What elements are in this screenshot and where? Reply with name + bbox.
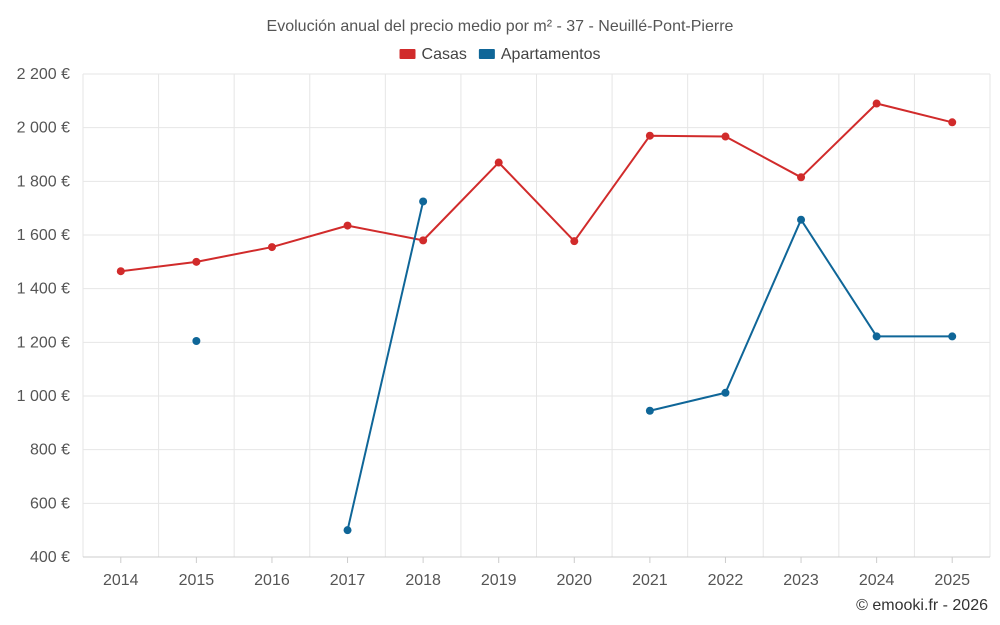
- x-tick-label: 2022: [708, 572, 744, 589]
- data-point[interactable]: [343, 221, 352, 230]
- y-tick-label: 600 €: [30, 495, 70, 512]
- data-point[interactable]: [116, 267, 125, 276]
- legend[interactable]: Casas Apartamentos: [399, 46, 601, 63]
- y-tick-label: 1 800 €: [17, 173, 70, 190]
- series-casas: [116, 99, 957, 276]
- y-tick-label: 1 200 €: [17, 334, 70, 351]
- data-point[interactable]: [797, 215, 806, 224]
- x-tick-label: 2020: [556, 572, 592, 589]
- x-tick-label: 2018: [405, 572, 441, 589]
- y-tick-label: 800 €: [30, 442, 70, 459]
- axes: 400 € 600 € 800 € 1 000 € 1 200 € 1 400 € 1 60…: [17, 66, 990, 589]
- legend-label: Casas: [422, 46, 467, 63]
- data-point[interactable]: [419, 236, 428, 245]
- legend-swatch: [399, 49, 416, 59]
- data-point[interactable]: [948, 332, 957, 341]
- y-tick-label: 1 600 €: [17, 227, 70, 244]
- data-point[interactable]: [494, 158, 503, 167]
- x-tick-label: 2024: [859, 572, 895, 589]
- y-tick-label: 2 000 €: [17, 120, 70, 137]
- data-point[interactable]: [797, 173, 806, 182]
- x-tick-label: 2017: [330, 572, 366, 589]
- x-tick-label: 2023: [783, 572, 819, 589]
- y-tick-label: 1 400 €: [17, 281, 70, 298]
- y-tick-label: 2 200 €: [17, 66, 70, 83]
- x-tick-label: 2021: [632, 572, 668, 589]
- series-layer: [116, 99, 957, 535]
- data-point[interactable]: [948, 118, 957, 127]
- legend-item-casas[interactable]: Casas: [399, 46, 467, 63]
- y-tick-label: 400 €: [30, 549, 70, 566]
- data-point[interactable]: [645, 406, 654, 415]
- data-point[interactable]: [419, 197, 428, 206]
- data-point[interactable]: [872, 99, 881, 108]
- grid-lines: [82, 73, 991, 557]
- series-line: [649, 218, 953, 412]
- data-point[interactable]: [570, 237, 579, 246]
- legend-item-apartamentos[interactable]: Apartamentos: [478, 46, 601, 63]
- chart-title: Evolución anual del precio medio por m² …: [267, 18, 734, 35]
- x-tick-label: 2019: [481, 572, 517, 589]
- x-tick-label: 2025: [934, 572, 970, 589]
- data-point[interactable]: [192, 336, 201, 345]
- data-point[interactable]: [267, 243, 276, 252]
- chart-credit: © emooki.fr - 2026: [856, 597, 988, 614]
- data-point[interactable]: [721, 388, 730, 397]
- legend-swatch: [478, 49, 495, 59]
- x-tick-label: 2016: [254, 572, 290, 589]
- data-point[interactable]: [192, 257, 201, 266]
- y-tick-label: 1 000 €: [17, 388, 70, 405]
- x-tick-label: 2015: [179, 572, 215, 589]
- data-point[interactable]: [721, 132, 730, 141]
- series-line: [120, 102, 953, 273]
- legend-label: Apartamentos: [501, 46, 601, 63]
- data-point[interactable]: [343, 526, 352, 535]
- data-point[interactable]: [872, 332, 881, 341]
- series-apartamentos: [192, 197, 957, 535]
- series-line: [346, 201, 425, 531]
- data-point[interactable]: [645, 131, 654, 140]
- x-tick-label: 2014: [103, 572, 139, 589]
